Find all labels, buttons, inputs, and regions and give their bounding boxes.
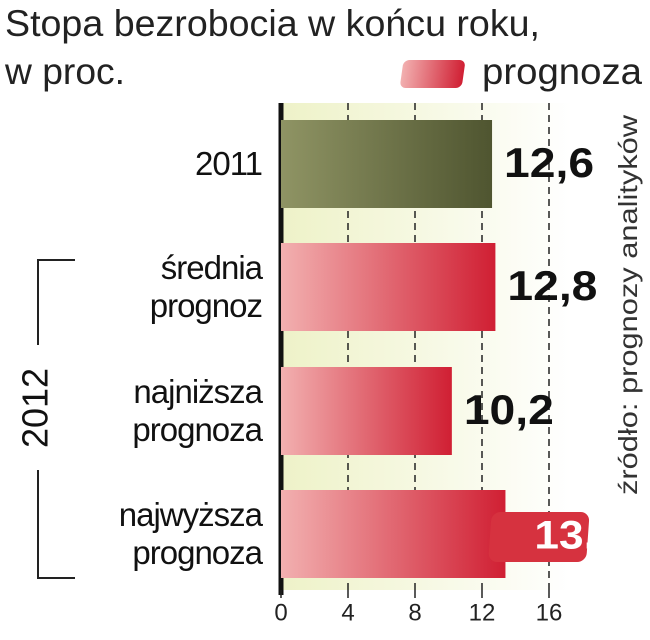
category-label: 2011 (195, 145, 263, 182)
legend-swatch (400, 60, 465, 88)
x-tick-label: 12 (469, 599, 496, 626)
value-label: 12,6 (504, 139, 594, 186)
bar (281, 367, 452, 455)
category-label: średnia prognoz (149, 249, 263, 324)
x-tick-label: 4 (341, 599, 354, 626)
value-label: 12,8 (507, 262, 597, 309)
bar (281, 490, 506, 578)
source-note: źródło: prognozy analityków (613, 115, 643, 495)
category-label: najniższa prognoza (132, 373, 263, 448)
x-tick-label: 8 (408, 599, 421, 626)
bar (281, 243, 496, 331)
group-label: 2012 (15, 368, 56, 448)
chart-subtitle: w proc. (4, 51, 125, 92)
group-bracket (37, 259, 75, 579)
bar (281, 120, 493, 208)
x-tick-label: 0 (274, 599, 287, 626)
legend-label: prognoza (482, 51, 642, 92)
category-label: najwyższa prognoza (118, 496, 263, 571)
value-label: 13,4 (534, 514, 621, 558)
value-label-box (488, 512, 590, 562)
value-label: 10,2 (464, 386, 554, 433)
chart-title: Stopa bezrobocia w końcu roku, (5, 3, 540, 44)
x-tick-label: 16 (536, 599, 563, 626)
